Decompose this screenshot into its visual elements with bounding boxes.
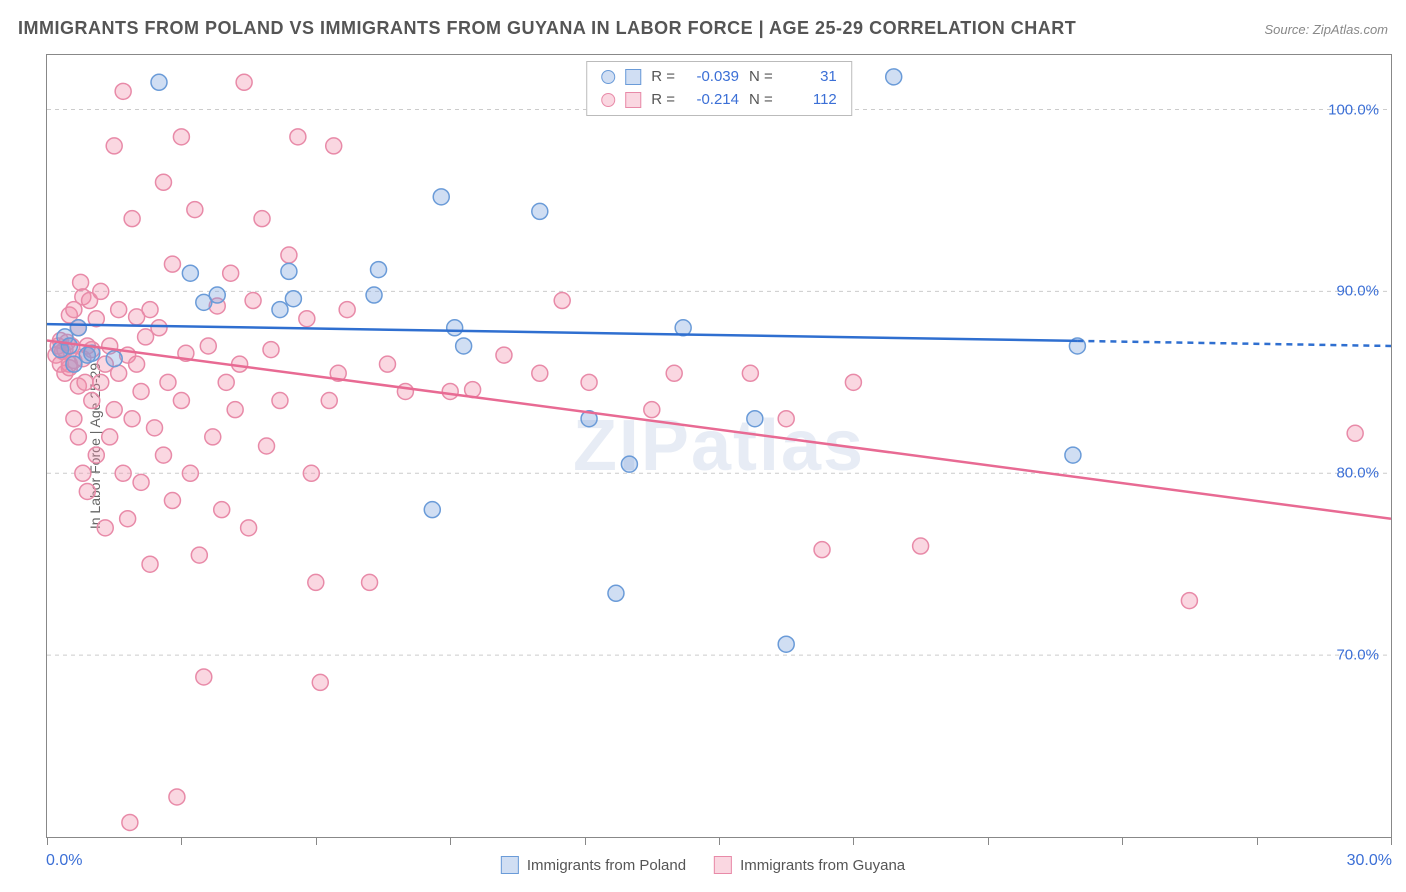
legend-label-series2: Immigrants from Guyana	[740, 857, 905, 874]
x-axis-max-label: 30.0%	[1347, 852, 1392, 870]
chart-container: IMMIGRANTS FROM POLAND VS IMMIGRANTS FRO…	[0, 0, 1406, 892]
r-value-series1: -0.039	[685, 66, 739, 89]
scatter-svg	[47, 55, 1391, 837]
bottom-legend: Immigrants from Poland Immigrants from G…	[501, 856, 905, 874]
circle-icon	[601, 70, 615, 84]
x-tick	[1391, 837, 1392, 845]
r-label: R =	[651, 89, 675, 112]
n-value-series2: 112	[783, 89, 837, 112]
x-tick	[585, 837, 586, 845]
y-tick-label: 90.0%	[1336, 283, 1379, 300]
legend-label-series1: Immigrants from Poland	[527, 857, 686, 874]
x-tick	[853, 837, 854, 845]
x-axis-min-label: 0.0%	[46, 852, 82, 870]
x-tick	[181, 837, 182, 845]
x-tick	[316, 837, 317, 845]
stats-legend-box: R = -0.039 N = 31 R = -0.214 N = 112	[586, 61, 852, 116]
x-tick	[450, 837, 451, 845]
square-icon	[625, 92, 641, 108]
circle-icon	[601, 93, 615, 107]
x-tick	[1257, 837, 1258, 845]
legend-item-series1: Immigrants from Poland	[501, 856, 686, 874]
r-value-series2: -0.214	[685, 89, 739, 112]
n-value-series1: 31	[783, 66, 837, 89]
source-attribution: Source: ZipAtlas.com	[1264, 22, 1388, 37]
y-tick-label: 70.0%	[1336, 647, 1379, 664]
y-tick-label: 80.0%	[1336, 465, 1379, 482]
square-icon	[714, 856, 732, 874]
r-label: R =	[651, 66, 675, 89]
x-tick	[988, 837, 989, 845]
stats-row-series1: R = -0.039 N = 31	[601, 66, 837, 89]
n-label: N =	[749, 66, 773, 89]
y-tick-label: 100.0%	[1328, 101, 1379, 118]
chart-title: IMMIGRANTS FROM POLAND VS IMMIGRANTS FRO…	[18, 18, 1076, 39]
x-tick	[719, 837, 720, 845]
x-tick	[1122, 837, 1123, 845]
stats-row-series2: R = -0.214 N = 112	[601, 89, 837, 112]
plot-area: ZIPatlas R = -0.039 N = 31 R = -0.214 N …	[46, 54, 1392, 838]
square-icon	[501, 856, 519, 874]
legend-item-series2: Immigrants from Guyana	[714, 856, 905, 874]
square-icon	[625, 69, 641, 85]
x-tick	[47, 837, 48, 845]
n-label: N =	[749, 89, 773, 112]
